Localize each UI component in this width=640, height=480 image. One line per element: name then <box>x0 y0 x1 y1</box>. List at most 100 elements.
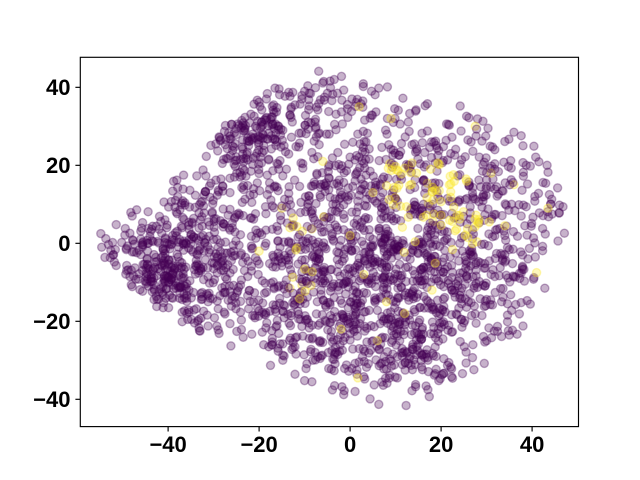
data-point-class-0 <box>529 141 539 151</box>
data-point-class-0 <box>461 302 472 313</box>
data-point-class-0 <box>339 385 349 396</box>
data-point-class-0 <box>147 221 158 231</box>
data-point-class-0 <box>340 289 351 299</box>
data-point-class-0 <box>415 237 426 248</box>
data-point-class-1 <box>386 165 397 176</box>
data-point-class-0 <box>197 291 207 302</box>
data-point-class-0 <box>516 297 526 308</box>
data-point-class-0 <box>350 316 360 327</box>
data-point-class-0 <box>229 172 240 182</box>
data-point-class-0 <box>378 274 389 285</box>
data-point-class-0 <box>237 149 248 159</box>
data-point-class-0 <box>480 258 490 269</box>
data-point-class-0 <box>337 345 348 355</box>
data-point-class-0 <box>156 216 166 227</box>
data-point-class-0 <box>306 181 317 191</box>
data-point-class-0 <box>443 275 454 286</box>
data-point-class-0 <box>428 241 438 252</box>
data-point-class-0 <box>389 240 399 250</box>
data-point-class-0 <box>451 279 461 289</box>
data-point-class-0 <box>559 228 570 238</box>
data-point-class-0 <box>137 240 148 250</box>
data-point-class-0 <box>468 250 478 260</box>
data-point-class-0 <box>290 100 300 110</box>
data-point-class-0 <box>417 324 427 335</box>
data-point-class-0 <box>237 135 248 145</box>
data-point-class-0 <box>324 160 334 170</box>
data-point-class-0 <box>449 288 459 298</box>
data-point-class-0 <box>267 112 278 122</box>
data-point-class-0 <box>318 265 329 275</box>
data-point-class-0 <box>184 202 195 212</box>
data-point-class-0 <box>107 237 118 248</box>
data-point-class-1 <box>404 180 415 190</box>
data-point-class-0 <box>353 129 363 139</box>
data-point-class-0 <box>302 238 312 248</box>
data-point-class-0 <box>146 276 157 287</box>
data-point-class-0 <box>268 100 279 110</box>
data-point-class-0 <box>271 322 281 332</box>
data-point-class-0 <box>261 238 271 249</box>
data-point-class-0 <box>292 332 302 342</box>
data-point-class-0 <box>295 299 305 309</box>
data-point-class-0 <box>313 151 323 162</box>
data-point-class-0 <box>300 261 310 272</box>
data-point-class-0 <box>203 321 213 331</box>
data-point-class-0 <box>297 90 307 101</box>
data-point-class-0 <box>335 187 346 197</box>
data-point-class-0 <box>423 303 434 313</box>
data-point-class-1 <box>509 180 519 190</box>
data-point-class-0 <box>478 331 489 342</box>
data-point-class-0 <box>375 359 386 369</box>
data-point-class-0 <box>341 316 352 326</box>
data-point-class-0 <box>318 295 329 306</box>
data-point-class-0 <box>154 224 164 235</box>
data-point-class-0 <box>275 242 285 252</box>
data-point-class-0 <box>498 292 508 302</box>
data-point-class-0 <box>217 186 228 196</box>
data-point-class-0 <box>505 290 516 300</box>
data-point-class-0 <box>198 274 209 285</box>
data-point-class-0 <box>526 218 537 229</box>
data-point-class-0 <box>143 206 153 217</box>
data-point-class-0 <box>168 176 179 187</box>
data-point-class-0 <box>371 107 381 117</box>
data-point-class-0 <box>447 272 457 283</box>
data-point-class-0 <box>301 276 312 287</box>
data-point-class-0 <box>367 240 378 251</box>
data-point-class-0 <box>471 131 481 141</box>
data-point-class-0 <box>297 94 307 104</box>
data-point-class-0 <box>436 210 447 220</box>
data-point-class-0 <box>478 160 488 170</box>
data-point-class-0 <box>312 168 322 179</box>
data-point-class-0 <box>430 332 441 343</box>
data-point-class-0 <box>323 106 334 117</box>
data-point-class-0 <box>190 190 201 201</box>
data-point-class-0 <box>389 185 399 195</box>
data-point-class-0 <box>382 284 392 294</box>
data-point-class-0 <box>195 244 205 255</box>
data-point-class-0 <box>230 227 240 237</box>
data-point-class-0 <box>481 294 492 305</box>
data-point-class-0 <box>454 197 464 207</box>
data-point-class-0 <box>422 230 432 241</box>
data-point-class-0 <box>195 215 206 225</box>
data-point-class-0 <box>396 138 407 149</box>
data-point-class-0 <box>166 274 176 285</box>
data-point-class-0 <box>142 254 152 265</box>
data-point-class-0 <box>438 334 448 344</box>
data-point-class-0 <box>151 291 162 302</box>
data-point-class-0 <box>410 106 421 116</box>
data-point-class-0 <box>460 251 470 262</box>
data-point-class-0 <box>231 155 242 166</box>
data-point-class-0 <box>190 269 201 279</box>
data-point-class-0 <box>227 145 238 156</box>
data-point-class-0 <box>318 216 329 227</box>
data-point-class-0 <box>318 238 329 248</box>
data-point-class-0 <box>265 306 275 316</box>
data-point-class-0 <box>504 244 515 255</box>
data-point-class-0 <box>182 290 192 300</box>
data-point-class-0 <box>237 115 247 126</box>
data-point-class-0 <box>250 208 261 219</box>
data-point-class-0 <box>427 348 438 359</box>
